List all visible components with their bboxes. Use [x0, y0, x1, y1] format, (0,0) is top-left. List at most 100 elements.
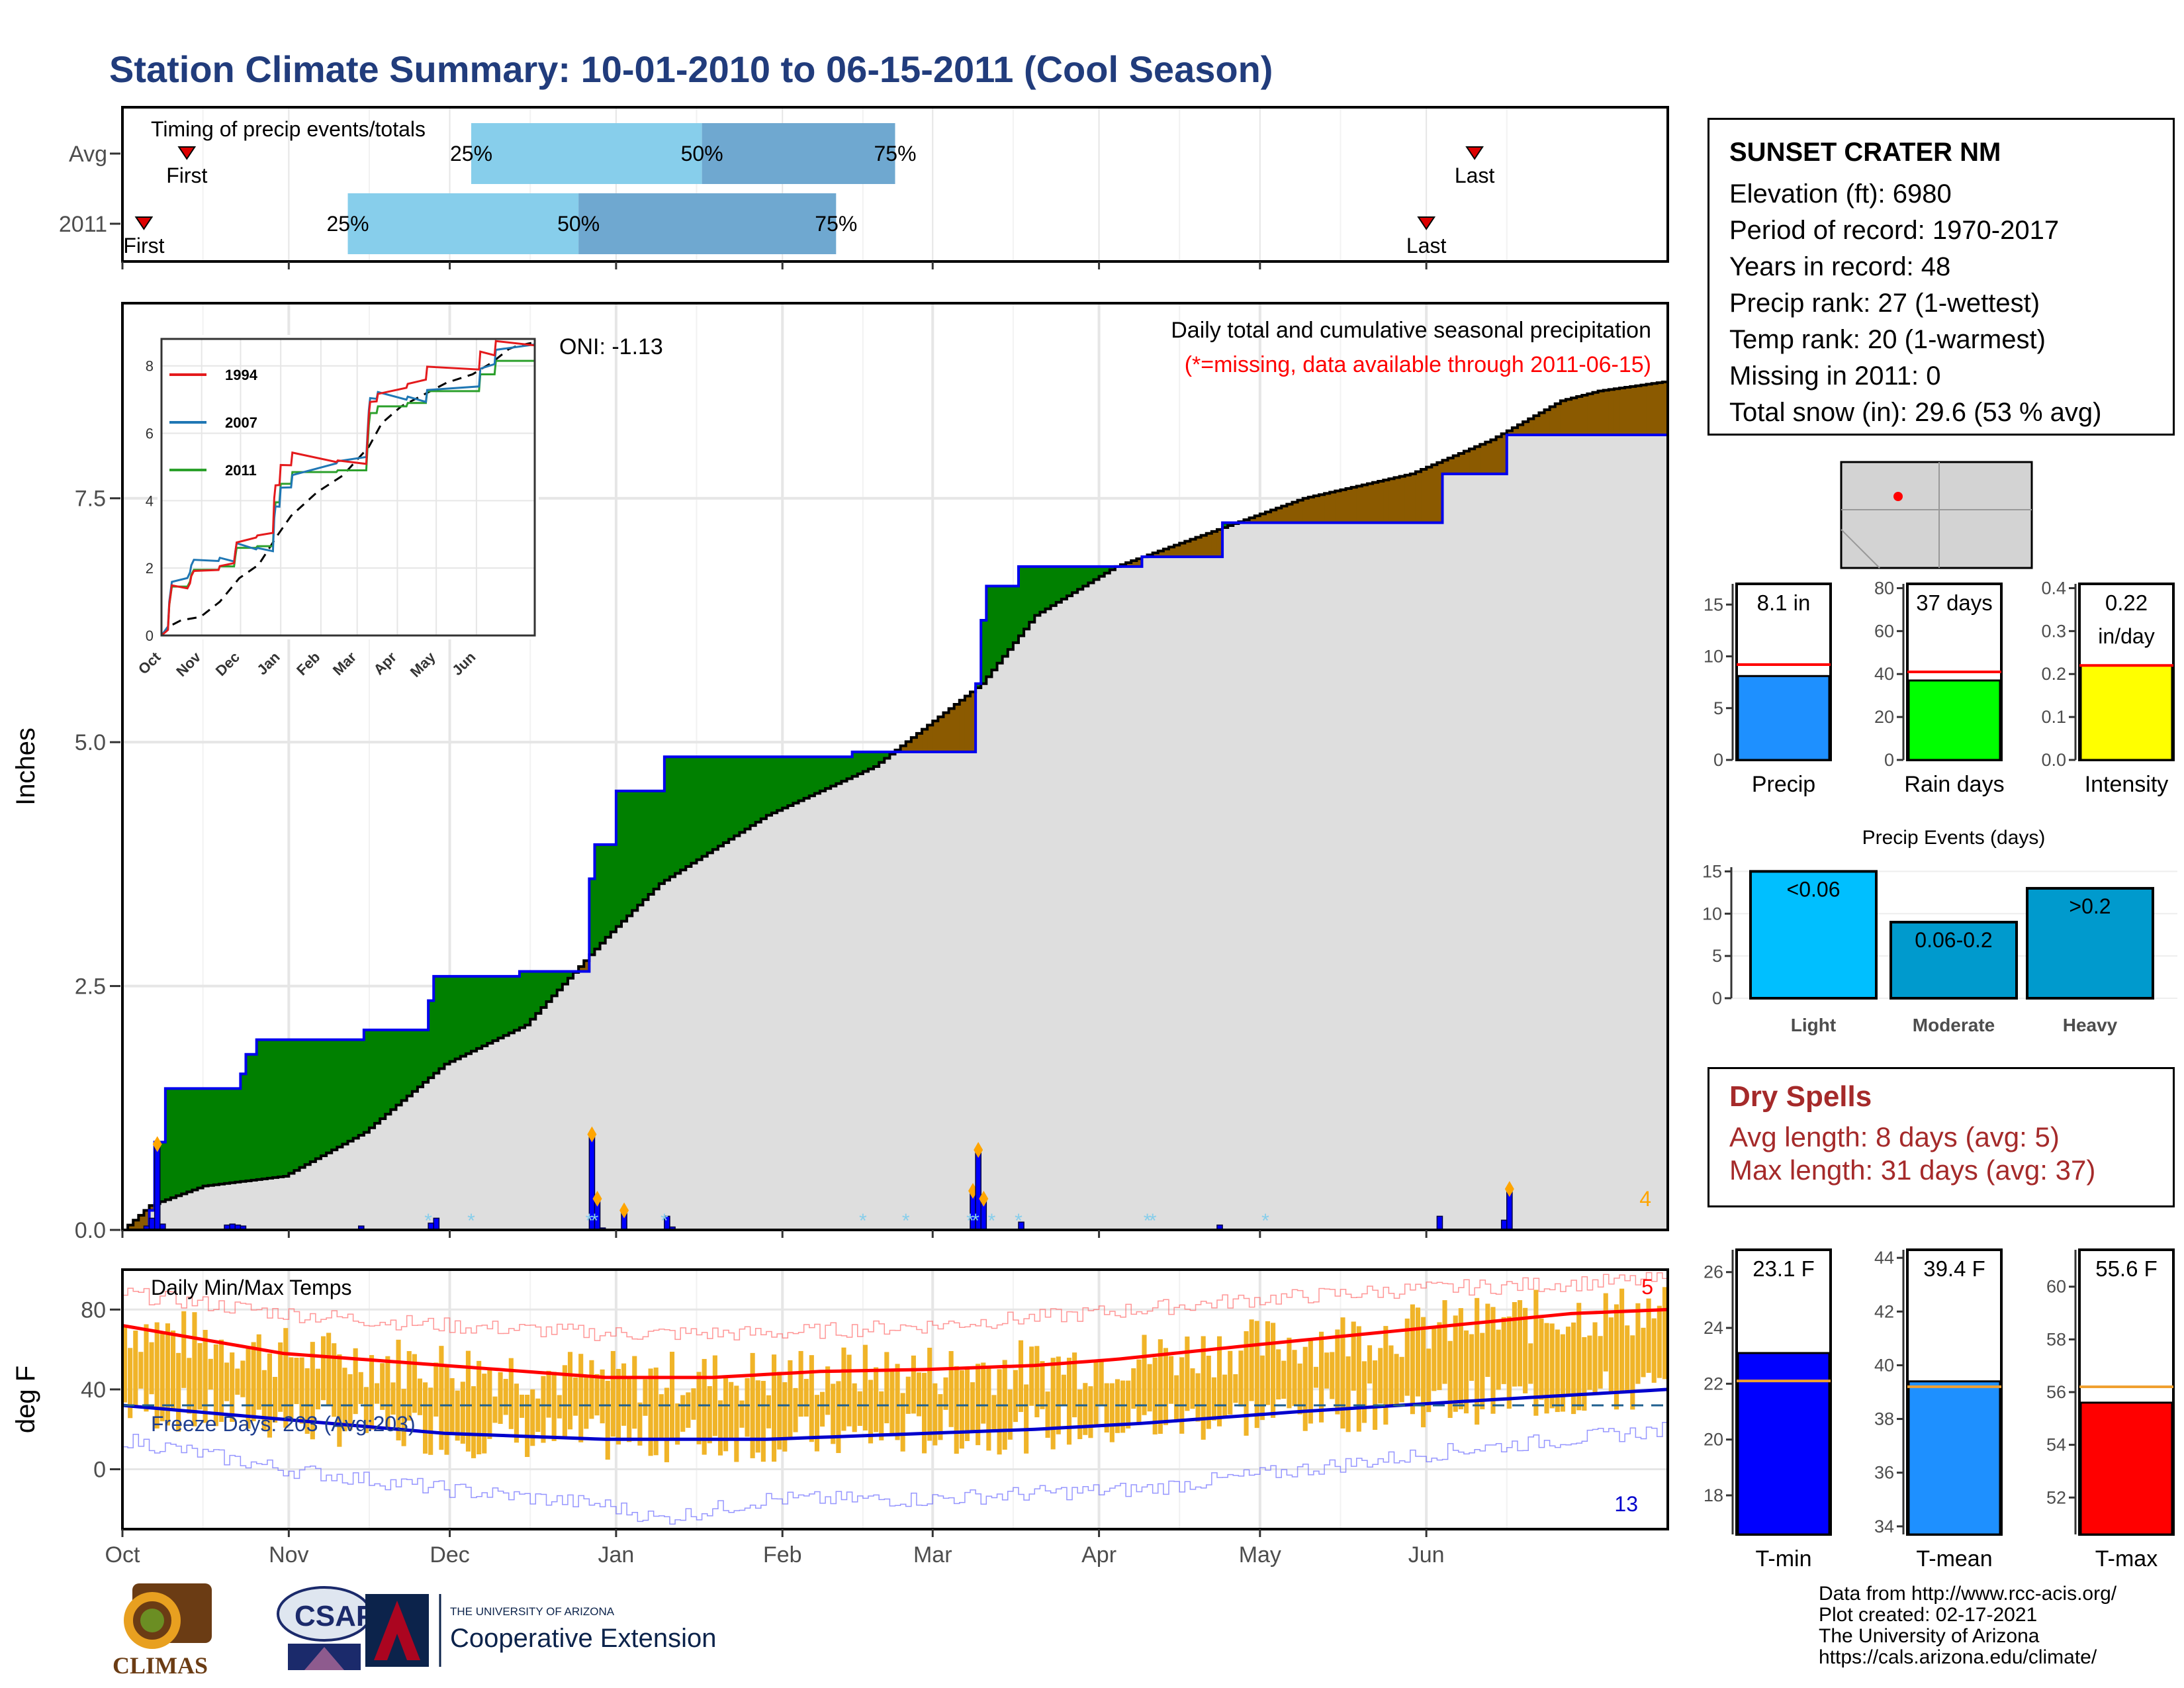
below-average-area	[1517, 424, 1524, 435]
above-average-area	[696, 757, 703, 860]
above-average-area	[213, 1088, 220, 1185]
above-average-area	[707, 757, 713, 853]
daily-temp-bar	[1335, 1329, 1340, 1415]
below-average-area	[138, 1215, 145, 1230]
daily-temp-bar	[922, 1372, 927, 1454]
daily-temp-bar	[439, 1346, 444, 1450]
inset-legend-label: 2011	[225, 462, 257, 479]
daily-temp-bar	[734, 1385, 739, 1462]
daily-temp-bar	[578, 1354, 584, 1442]
daily-temp-bar	[218, 1339, 224, 1422]
timing-bar-25-50	[347, 193, 579, 254]
above-average-area	[803, 757, 810, 798]
above-average-area	[1045, 566, 1052, 609]
timing-bar-50-75	[578, 193, 837, 254]
above-average-area	[1083, 566, 1089, 586]
daily-temp-bar	[477, 1360, 482, 1455]
daily-temp-bar	[1152, 1357, 1158, 1434]
daily-temp-bar	[1571, 1322, 1576, 1415]
daily-temp-bar	[1029, 1346, 1034, 1406]
daily-temp-bar	[605, 1380, 610, 1460]
daily-temp-bar	[278, 1342, 283, 1412]
mini-y-tick-label: 40	[1874, 1355, 1894, 1375]
daily-temp-bar	[1603, 1293, 1608, 1372]
daily-temp-bar	[712, 1355, 717, 1436]
temp-border	[121, 1268, 1669, 1530]
above-average-area	[798, 757, 805, 801]
below-average-area	[1421, 469, 1427, 523]
daily-temp-bar	[772, 1354, 777, 1462]
daily-temp-bar	[933, 1383, 938, 1446]
daily-temp-bar	[417, 1378, 423, 1415]
summary-bar-charts: 0 5 10 15 8.1 in Precip 0 20 40 60 80 37 days Rain d…	[1702, 578, 2177, 1571]
below-average-area	[1587, 393, 1594, 435]
station-elevation: Elevation (ft): 6980	[1729, 179, 1952, 209]
above-average-area	[648, 790, 655, 895]
daily-temp-bar	[304, 1368, 310, 1434]
daily-temp-bar	[396, 1339, 401, 1440]
missing-marker: *	[859, 1210, 867, 1232]
csap-text: CSAP	[295, 1600, 375, 1632]
daily-temp-bar	[1651, 1318, 1657, 1383]
daily-temp-bar	[621, 1363, 627, 1426]
mini-y-tick-label: 24	[1704, 1318, 1723, 1338]
above-average-area	[519, 971, 525, 1028]
daily-temp-bar	[1265, 1321, 1271, 1405]
timing-row-label: Avg	[69, 142, 107, 167]
daily-temp-bar	[165, 1323, 170, 1426]
below-average-area	[1367, 483, 1373, 523]
below-average-area	[1136, 559, 1143, 567]
event-bar-label: 0.06-0.2	[1915, 928, 1992, 952]
below-average-area	[943, 712, 950, 752]
daily-temp-bar	[492, 1396, 498, 1423]
daily-temp-bar	[1147, 1364, 1152, 1412]
daily-temp-bar	[589, 1360, 594, 1419]
inset-bg	[158, 335, 539, 639]
cumulative-base-area	[122, 434, 1668, 1230]
x-tick-label: Nov	[269, 1542, 308, 1568]
below-average-area	[1276, 508, 1282, 523]
daily-temp-bar	[1190, 1368, 1195, 1409]
daily-temp-bar	[584, 1376, 589, 1429]
event-bar-label: <0.06	[1787, 877, 1841, 901]
daily-temp-bar	[788, 1360, 793, 1439]
above-average-area	[471, 976, 477, 1051]
below-average-area	[1415, 471, 1422, 523]
daily-temp-bar	[170, 1330, 176, 1411]
below-average-area	[1657, 383, 1663, 435]
mini-y-tick-label: 5	[1713, 698, 1723, 718]
climas-text: CLIMAS	[113, 1652, 208, 1679]
daily-temp-bar	[862, 1344, 868, 1430]
above-average-area	[310, 1039, 316, 1162]
above-average-area	[165, 1088, 171, 1200]
above-average-area	[788, 757, 794, 806]
above-average-area	[347, 1039, 354, 1141]
below-average-area	[1576, 397, 1582, 435]
above-average-area	[289, 1039, 295, 1174]
daily-temp-bar	[739, 1400, 745, 1428]
daily-temp-bar	[1163, 1348, 1168, 1425]
above-average-area	[809, 757, 815, 796]
above-average-area	[482, 976, 488, 1046]
above-average-area	[1099, 566, 1105, 577]
inset-x-tick: Jan	[253, 649, 283, 678]
daily-temp-bar	[1045, 1391, 1050, 1438]
above-average-area	[874, 751, 880, 767]
inset-x-tick: Mar	[330, 649, 360, 679]
above-average-area	[1002, 586, 1009, 657]
daily-temp-bar	[1506, 1316, 1512, 1409]
cumulative-border	[121, 302, 1669, 1231]
inset-y-tick: 0	[146, 628, 154, 644]
daily-precip-bar	[1500, 1219, 1508, 1231]
above-average-area	[176, 1088, 182, 1196]
daily-temp-bar	[874, 1367, 879, 1432]
inset-y-tick: 4	[146, 492, 154, 509]
mini-y-tick-label: 0.0	[2041, 750, 2066, 770]
daily-temp-bar	[1013, 1370, 1018, 1423]
daily-temp-bar	[380, 1363, 385, 1410]
daily-temp-bar	[653, 1367, 659, 1456]
daily-temp-bar	[664, 1387, 669, 1462]
above-average-area	[551, 971, 558, 996]
above-average-area	[814, 757, 821, 794]
daily-temp-bar	[1485, 1303, 1490, 1378]
